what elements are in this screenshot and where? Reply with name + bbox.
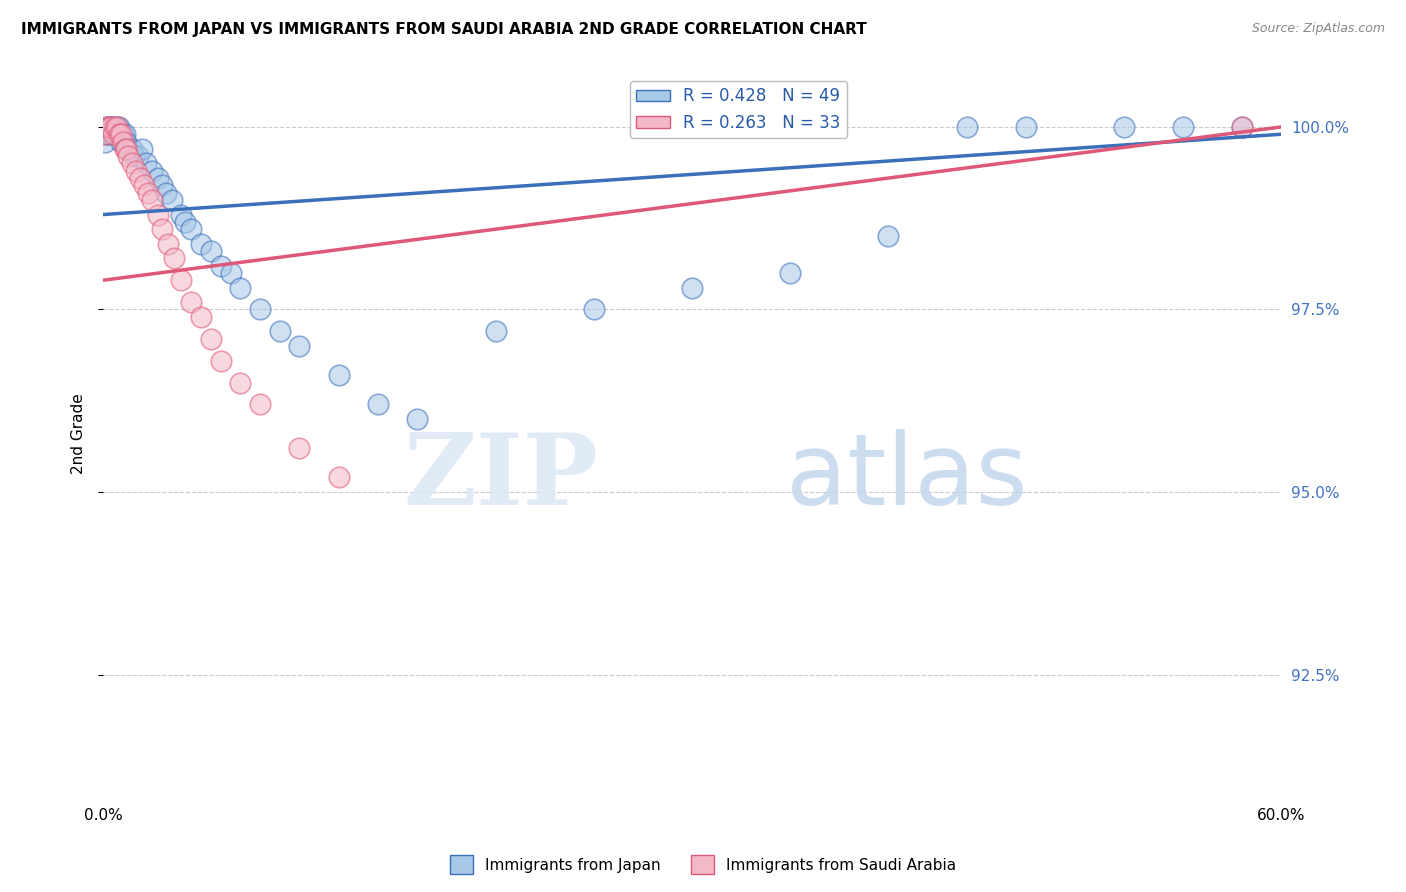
Point [107,120,129,134]
Point [150,222,173,236]
Point [209,259,232,273]
Point [681,280,703,294]
Point [956,120,979,134]
Point [406,412,429,426]
Point [146,208,169,222]
Point [107,127,129,141]
Point [190,236,212,251]
Point [200,244,222,258]
Point [111,127,134,141]
Legend: R = 0.428   N = 49, R = 0.263   N = 33: R = 0.428 N = 49, R = 0.263 N = 33 [630,80,846,138]
Point [146,171,169,186]
Point [174,215,197,229]
Point [249,302,271,317]
Point [170,273,193,287]
Point [200,332,222,346]
Point [100,120,122,134]
Point [269,325,291,339]
Point [582,302,605,317]
Point [104,127,127,141]
Point [249,397,271,411]
Point [115,135,138,149]
Point [115,142,138,156]
Point [328,368,350,383]
Point [121,142,143,156]
Point [96,120,118,134]
Point [96,127,118,141]
Point [97,127,120,141]
Point [209,353,232,368]
Point [150,178,173,193]
Point [129,171,152,186]
Point [328,470,350,484]
Point [1112,120,1135,134]
Point [96,120,118,134]
Y-axis label: 2nd Grade: 2nd Grade [72,393,86,474]
Point [141,163,163,178]
Point [117,142,139,156]
Point [101,120,124,134]
Point [97,120,120,134]
Point [131,142,153,156]
Text: Source: ZipAtlas.com: Source: ZipAtlas.com [1251,22,1385,36]
Point [367,397,389,411]
Point [155,186,177,200]
Point [288,339,311,353]
Point [160,193,183,207]
Point [877,229,900,244]
Point [134,178,156,193]
Point [229,376,252,390]
Point [136,186,159,200]
Point [135,156,157,170]
Point [485,325,508,339]
Point [110,127,132,141]
Point [1171,120,1194,134]
Point [117,149,139,163]
Text: atlas: atlas [786,429,1028,526]
Text: IMMIGRANTS FROM JAPAN VS IMMIGRANTS FROM SAUDI ARABIA 2ND GRADE CORRELATION CHAR: IMMIGRANTS FROM JAPAN VS IMMIGRANTS FROM… [21,22,868,37]
Point [110,135,132,149]
Point [162,252,184,266]
Point [114,142,136,156]
Point [104,120,127,134]
Point [105,120,128,134]
Point [94,135,117,149]
Point [125,163,148,178]
Point [1230,120,1253,134]
Point [156,236,179,251]
Point [190,310,212,324]
Point [105,120,128,134]
Point [170,208,193,222]
Point [141,193,163,207]
Point [180,222,202,236]
Point [114,127,136,141]
Point [100,120,122,134]
Point [101,127,124,141]
Point [219,266,242,280]
Point [288,442,311,456]
Legend: Immigrants from Japan, Immigrants from Saudi Arabia: Immigrants from Japan, Immigrants from S… [444,849,962,880]
Point [121,156,143,170]
Point [124,149,146,163]
Point [779,266,801,280]
Text: ZIP: ZIP [404,429,598,526]
Point [94,127,117,141]
Point [1230,120,1253,134]
Point [1015,120,1038,134]
Point [111,135,134,149]
Point [127,149,149,163]
Point [97,120,120,134]
Point [229,280,252,294]
Point [180,295,202,310]
